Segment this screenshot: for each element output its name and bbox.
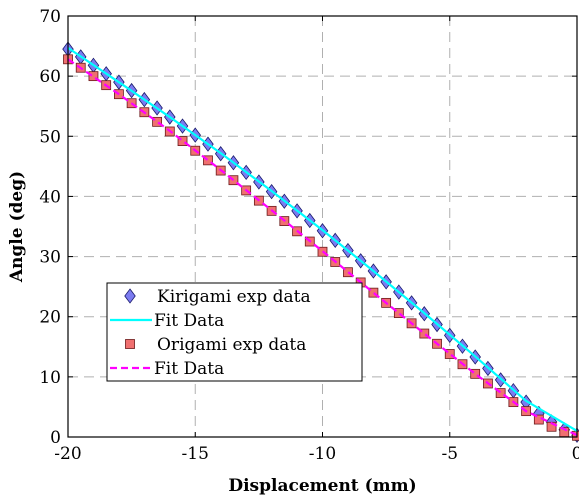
origami-data-point xyxy=(419,328,430,339)
origami-data-point xyxy=(343,267,353,278)
y-tick-label: 70 xyxy=(39,7,61,27)
tick-labels: -20 -15 -10 -5 0 0 10 20 30 40 50 60 70 xyxy=(39,7,579,464)
origami-data-point xyxy=(470,368,481,379)
legend-entry: Fit Data xyxy=(154,311,224,331)
legend-origami-marker xyxy=(125,339,135,349)
origami-data-point xyxy=(152,116,162,127)
legend: Kirigami exp data Fit Data Origami exp dat… xyxy=(106,282,363,382)
origami-data-point xyxy=(177,136,188,146)
origami-data-point xyxy=(495,388,506,398)
legend-entry: Origami exp data xyxy=(157,335,306,355)
y-tick-label: 10 xyxy=(39,368,61,388)
legend-box xyxy=(106,282,363,382)
x-tick-label: -20 xyxy=(54,444,81,464)
y-tick-label: 40 xyxy=(39,187,61,207)
y-tick-label: 0 xyxy=(50,428,61,448)
origami-data-point xyxy=(393,308,404,319)
origami-data-point xyxy=(368,287,379,298)
y-axis-label: Angle (deg) xyxy=(7,171,27,283)
origami-data-point xyxy=(203,155,213,166)
series-0 xyxy=(62,41,579,443)
origami-data-point xyxy=(88,71,99,82)
fit-line xyxy=(67,46,578,432)
x-tick-label: 0 xyxy=(572,444,579,464)
series-1 xyxy=(67,46,578,432)
x-tick-label: -15 xyxy=(182,444,209,464)
y-tick-label: 30 xyxy=(39,248,61,268)
legend-entry: Fit Data xyxy=(154,359,224,379)
y-tick-label: 60 xyxy=(39,67,61,87)
y-tick-label: 50 xyxy=(39,127,61,147)
y-tick-label: 20 xyxy=(39,308,61,328)
fit-line xyxy=(67,58,578,437)
series-3 xyxy=(67,58,578,437)
legend-entry: Kirigami exp data xyxy=(157,287,311,307)
origami-data-point xyxy=(444,349,455,359)
x-axis-label: Displacement (mm) xyxy=(228,476,416,496)
legend-kirigami-marker xyxy=(124,288,136,304)
x-tick-label: -5 xyxy=(441,444,458,464)
x-tick-label: -10 xyxy=(309,444,336,464)
plot-data xyxy=(62,41,579,443)
